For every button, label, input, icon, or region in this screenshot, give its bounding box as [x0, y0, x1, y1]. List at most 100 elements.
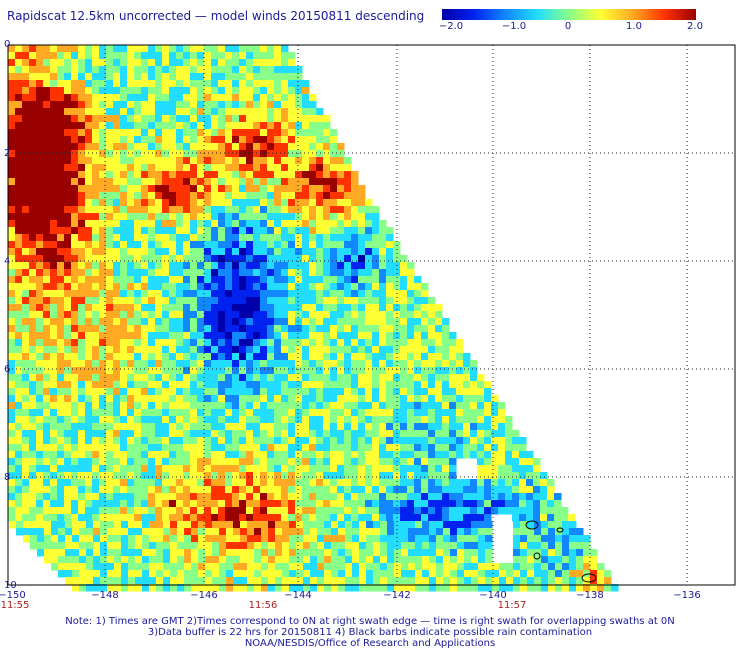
swath-cell	[253, 276, 261, 284]
swath-cell	[295, 234, 303, 242]
swath-cell	[162, 479, 170, 487]
swath-cell	[22, 465, 30, 473]
swath-cell	[316, 346, 324, 354]
swath-cell	[435, 451, 443, 459]
swath-cell	[393, 500, 401, 508]
swath-cell	[113, 143, 121, 151]
swath-cell	[526, 493, 534, 501]
swath-cell	[365, 220, 373, 228]
swath-cell	[190, 339, 198, 347]
swath-cell	[127, 122, 135, 130]
swath-cell	[127, 262, 135, 270]
swath-cell	[120, 332, 128, 340]
swath-cell	[513, 521, 521, 529]
swath-cell	[211, 416, 219, 424]
swath-cell	[155, 423, 163, 431]
swath-cell	[246, 262, 254, 270]
swath-cell	[204, 94, 212, 102]
swath-cell	[134, 227, 142, 235]
swath-cell	[169, 423, 177, 431]
swath-cell	[534, 556, 542, 564]
swath-cell	[155, 479, 163, 487]
swath-cell	[141, 87, 149, 95]
swath-cell	[267, 192, 275, 200]
swath-cell	[183, 178, 191, 186]
swath-cell	[218, 192, 226, 200]
swath-cell	[134, 283, 142, 291]
swath-cell	[183, 367, 191, 375]
swath-cell	[8, 122, 16, 130]
swath-cell	[155, 108, 163, 116]
swath-cell	[22, 444, 30, 452]
swath-cell	[260, 409, 268, 417]
swath-cell	[37, 521, 45, 529]
swath-cell	[442, 444, 450, 452]
swath-cell	[302, 248, 310, 256]
colorbar-label-min: −2.0	[438, 21, 464, 32]
swath-cell	[106, 395, 114, 403]
swath-cell	[85, 192, 93, 200]
swath-cell	[267, 122, 275, 130]
swath-cell	[274, 486, 282, 494]
swath-cell	[232, 59, 240, 67]
swath-cell	[372, 416, 380, 424]
swath-cell	[121, 570, 129, 578]
swath-cell	[470, 444, 478, 452]
swath-cell	[183, 171, 191, 179]
swath-cell	[484, 437, 492, 445]
swath-cell	[134, 129, 142, 137]
swath-cell	[267, 178, 275, 186]
swath-cell	[274, 178, 282, 186]
swath-cell	[351, 367, 359, 375]
swath-cell	[267, 290, 275, 298]
swath-cell	[57, 143, 65, 151]
swath-cell	[8, 157, 16, 165]
swath-cell	[295, 479, 303, 487]
swath-cell	[316, 122, 324, 130]
swath-cell	[541, 584, 549, 592]
swath-cell	[324, 535, 332, 543]
swath-cell	[155, 213, 163, 221]
swath-cell	[296, 549, 304, 557]
swath-cell	[380, 542, 388, 550]
swath-cell	[15, 353, 23, 361]
swath-cell	[309, 465, 317, 473]
swath-cell	[296, 584, 304, 592]
swath-cell	[407, 388, 415, 396]
swath-cell	[170, 577, 178, 585]
swath-cell	[134, 458, 142, 466]
swath-cell	[491, 479, 499, 487]
swath-cell	[169, 94, 177, 102]
swath-cell	[555, 556, 563, 564]
swath-cell	[407, 430, 415, 438]
swath-cell	[351, 472, 359, 480]
swath-cell	[121, 528, 129, 536]
swath-cell	[36, 514, 44, 522]
swath-cell	[190, 255, 198, 263]
swath-cell	[414, 479, 422, 487]
swath-cell	[337, 143, 345, 151]
swath-cell	[197, 430, 205, 438]
swath-cell	[78, 108, 86, 116]
swath-cell	[212, 535, 220, 543]
swath-cell	[205, 570, 213, 578]
swath-cell	[246, 451, 254, 459]
swath-cell	[267, 171, 275, 179]
swath-cell	[57, 73, 65, 81]
swath-cell	[50, 479, 58, 487]
swath-cell	[442, 395, 450, 403]
swath-cell	[43, 360, 51, 368]
swath-cell	[99, 115, 107, 123]
swath-cell	[141, 444, 149, 452]
swath-cell	[302, 206, 310, 214]
swath-cell	[288, 164, 296, 172]
swath-cell	[29, 108, 37, 116]
swath-cell	[114, 570, 122, 578]
swath-cell	[428, 367, 436, 375]
swath-cell	[226, 556, 234, 564]
swath-cell	[505, 500, 513, 508]
swath-cell	[253, 234, 261, 242]
swath-cell	[365, 409, 373, 417]
swath-cell	[296, 577, 304, 585]
swath-cell	[246, 94, 254, 102]
